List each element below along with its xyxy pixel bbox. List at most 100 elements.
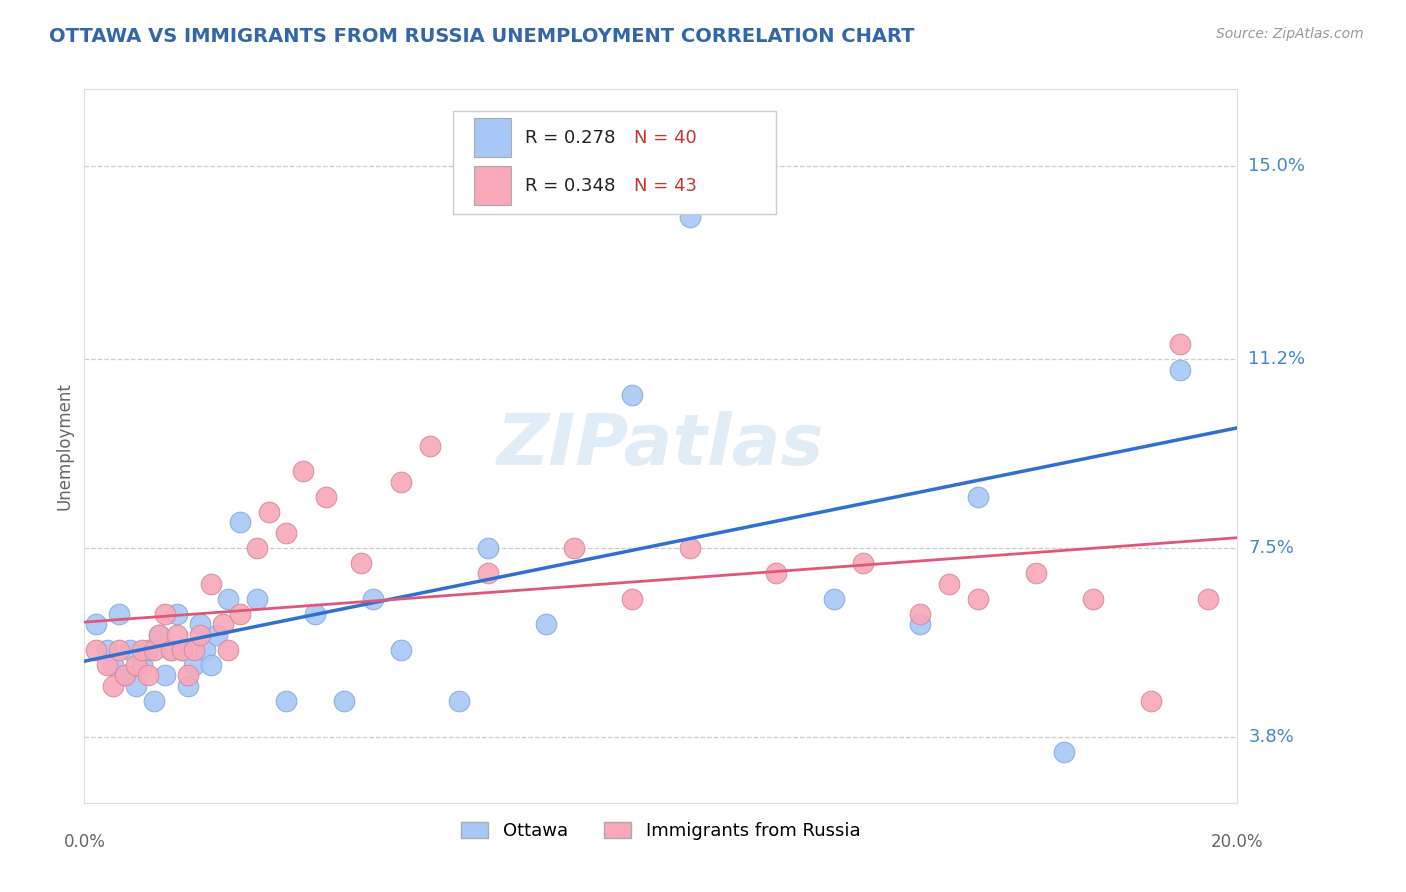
Point <box>1053 745 1076 759</box>
Point <box>276 525 298 540</box>
Bar <box>453 111 776 214</box>
Text: OTTAWA VS IMMIGRANTS FROM RUSSIA UNEMPLOYMENT CORRELATION CHART: OTTAWA VS IMMIGRANTS FROM RUSSIA UNEMPLO… <box>49 27 915 45</box>
Point <box>910 607 932 622</box>
Point <box>142 694 165 708</box>
Point <box>391 643 413 657</box>
Bar <box>474 166 510 205</box>
Text: 20.0%: 20.0% <box>1211 833 1264 851</box>
Point <box>103 658 124 673</box>
Text: 3.8%: 3.8% <box>1249 728 1294 746</box>
Point <box>1168 362 1191 376</box>
Point <box>125 679 148 693</box>
Point <box>114 668 136 682</box>
Text: R = 0.278: R = 0.278 <box>524 128 616 146</box>
Point <box>153 668 176 682</box>
Point <box>967 490 990 504</box>
Point <box>160 643 183 657</box>
Point <box>153 607 176 622</box>
Text: ZIPatlas: ZIPatlas <box>498 411 824 481</box>
Point <box>257 505 280 519</box>
Point <box>229 516 252 530</box>
Point <box>96 658 118 673</box>
Point <box>391 475 413 489</box>
Point <box>938 576 960 591</box>
Point <box>967 591 990 606</box>
Point <box>125 658 148 673</box>
Point <box>534 617 557 632</box>
Point <box>131 643 153 657</box>
Point <box>200 576 222 591</box>
Point <box>477 566 499 581</box>
Point <box>211 617 233 632</box>
Y-axis label: Unemployment: Unemployment <box>55 382 73 510</box>
Point <box>103 679 124 693</box>
Point <box>177 679 200 693</box>
Point <box>449 694 471 708</box>
Point <box>172 643 194 657</box>
Point <box>910 617 932 632</box>
Text: 11.2%: 11.2% <box>1249 351 1306 368</box>
Point <box>1198 591 1220 606</box>
Point <box>166 607 188 622</box>
Point <box>229 607 252 622</box>
Point <box>419 439 441 453</box>
Text: Source: ZipAtlas.com: Source: ZipAtlas.com <box>1216 27 1364 41</box>
Point <box>315 490 337 504</box>
Point <box>361 591 384 606</box>
Point <box>200 658 222 673</box>
Point <box>96 643 118 657</box>
Text: N = 43: N = 43 <box>634 177 697 194</box>
Point <box>183 643 205 657</box>
Point <box>246 591 269 606</box>
Point <box>621 388 644 402</box>
Text: 15.0%: 15.0% <box>1249 157 1305 175</box>
Point <box>1025 566 1047 581</box>
Point <box>765 566 787 581</box>
Point <box>183 658 205 673</box>
Point <box>621 591 644 606</box>
Point <box>564 541 586 555</box>
Point <box>852 556 875 570</box>
Point <box>737 184 759 198</box>
Point <box>350 556 373 570</box>
Point <box>172 643 194 657</box>
Point <box>477 541 499 555</box>
Point <box>194 643 217 657</box>
Text: 7.5%: 7.5% <box>1249 539 1295 557</box>
Point <box>292 465 315 479</box>
Point <box>108 607 131 622</box>
Point <box>1140 694 1163 708</box>
Point <box>218 591 240 606</box>
Point <box>333 694 356 708</box>
Bar <box>474 118 510 157</box>
Point <box>276 694 298 708</box>
Point <box>136 668 159 682</box>
Point <box>679 541 702 555</box>
Point <box>205 627 228 641</box>
Text: N = 40: N = 40 <box>634 128 697 146</box>
Point <box>84 617 107 632</box>
Point <box>246 541 269 555</box>
Text: R = 0.348: R = 0.348 <box>524 177 616 194</box>
Point <box>218 643 240 657</box>
Text: 0.0%: 0.0% <box>63 833 105 851</box>
Point <box>188 627 211 641</box>
Point <box>679 210 702 224</box>
Point <box>148 627 170 641</box>
Point <box>188 617 211 632</box>
Point <box>823 591 845 606</box>
Point <box>136 643 159 657</box>
Point <box>114 668 136 682</box>
Legend: Ottawa, Immigrants from Russia: Ottawa, Immigrants from Russia <box>454 814 868 847</box>
Point <box>120 643 142 657</box>
Point <box>131 658 153 673</box>
Point <box>177 668 200 682</box>
Point <box>160 643 183 657</box>
Point <box>1083 591 1105 606</box>
Point <box>166 627 188 641</box>
Point <box>108 643 131 657</box>
Point <box>148 627 170 641</box>
Point <box>304 607 326 622</box>
Point <box>84 643 107 657</box>
Point <box>142 643 165 657</box>
